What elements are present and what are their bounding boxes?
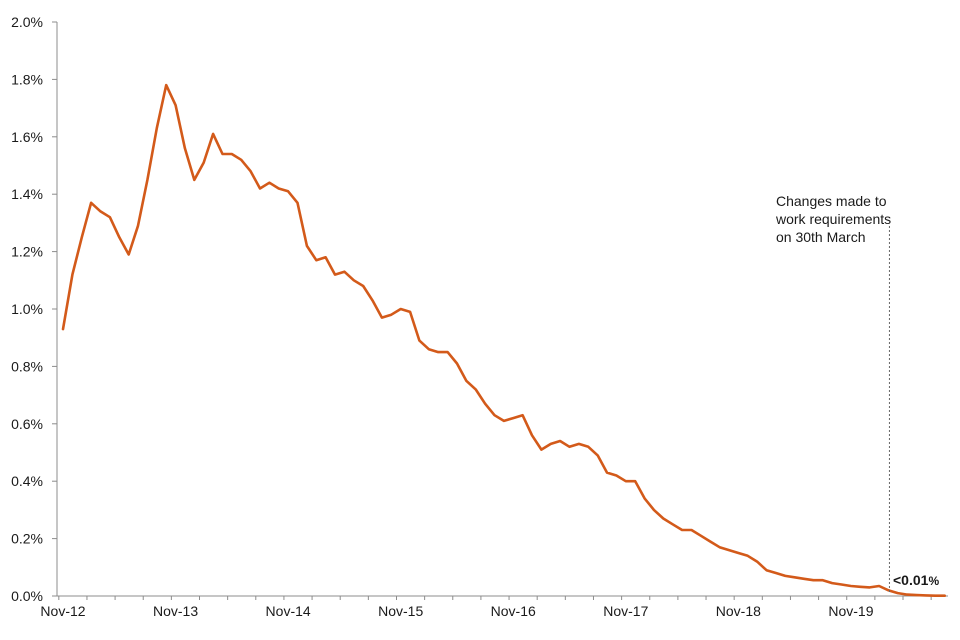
x-tick-label: Nov-16	[491, 603, 536, 619]
y-tick-label: 1.2%	[11, 244, 43, 260]
y-tick-label: 1.4%	[11, 186, 43, 202]
y-tick-label: 1.6%	[11, 129, 43, 145]
x-axis: Nov-12 Nov-13 Nov-14 Nov-15 Nov-16 Nov-17 Nov-…	[40, 595, 948, 619]
annotation-line-1: Changes made to	[776, 193, 887, 209]
x-tick-label: Nov-18	[716, 603, 761, 619]
y-tick-label: 0.4%	[11, 473, 43, 489]
end-value-unit: %	[928, 574, 939, 588]
end-value: <0.01	[893, 572, 929, 588]
y-axis: 0.0% 0.2% 0.4% 0.6% 0.8% 1.0% 1.2% 1.4% 1.6% 1.8%…	[11, 14, 58, 604]
x-tick-label: Nov-17	[603, 603, 648, 619]
y-tick-label: 1.0%	[11, 301, 43, 317]
annotation-line-3: on 30th March	[776, 229, 866, 245]
y-tick-label: 1.8%	[11, 71, 43, 87]
y-tick-label: 0.0%	[11, 588, 43, 604]
plot-area	[61, 83, 947, 598]
x-tick-label: Nov-14	[266, 603, 311, 619]
x-tick-label: Nov-13	[153, 603, 198, 619]
x-tick-label: Nov-15	[378, 603, 423, 619]
x-tick-label: Nov-19	[828, 603, 873, 619]
series-line	[61, 83, 947, 598]
annotation: Changes made to work requirements on 30t…	[775, 193, 891, 592]
end-value-label: <0.01%	[893, 572, 939, 588]
x-tick-label: Nov-12	[40, 603, 85, 619]
y-tick-label: 2.0%	[11, 14, 43, 30]
annotation-line-2: work requirements	[775, 211, 891, 227]
y-tick-label: 0.8%	[11, 358, 43, 374]
y-tick-label: 0.6%	[11, 416, 43, 432]
y-tick-label: 0.2%	[11, 531, 43, 547]
